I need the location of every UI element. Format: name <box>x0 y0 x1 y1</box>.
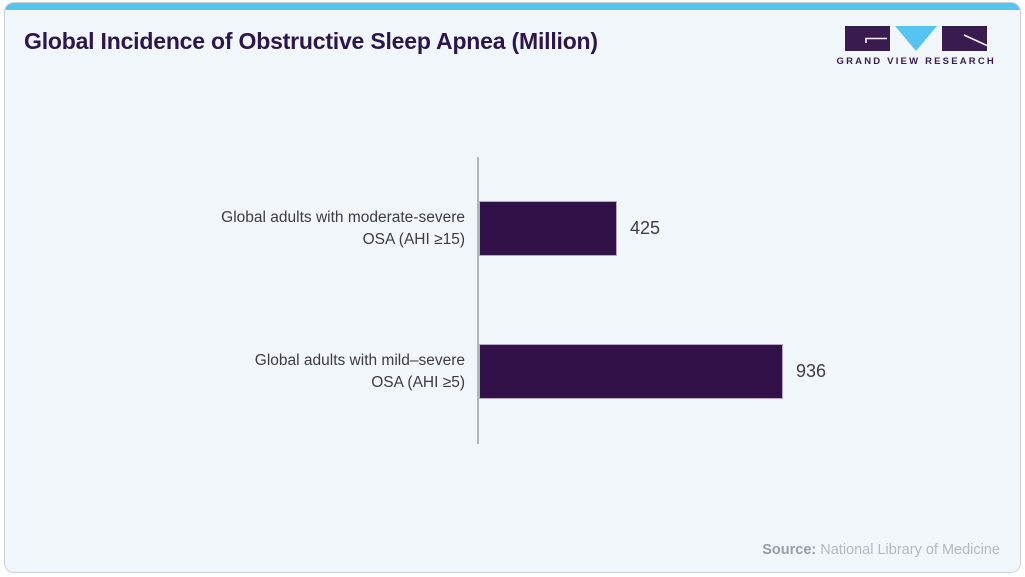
y-axis-line <box>477 157 479 444</box>
bar-row-moderate-severe: Global adults with moderate-severe OSA (… <box>5 201 1020 256</box>
bar-value-moderate-severe: 425 <box>630 218 661 238</box>
category-label-line1: Global adults with moderate-severe <box>221 209 465 227</box>
brand-name: GRAND VIEW RESEARCH <box>836 56 996 67</box>
chart-card: Global Incidence of Obstructive Sleep Ap… <box>4 2 1021 573</box>
category-label-line2: OSA (AHI ≥5) <box>371 373 465 391</box>
category-label-mild-severe: Global adults with mild–severe OSA (AHI … <box>5 350 479 393</box>
bar-mild-severe <box>479 344 783 399</box>
source-label: Source: <box>762 542 817 558</box>
top-accent-bar <box>5 3 1020 10</box>
gvr-logo-icon <box>845 26 988 51</box>
chart-title: Global Incidence of Obstructive Sleep Ap… <box>24 28 598 54</box>
bar-value-mild-severe: 936 <box>796 361 827 381</box>
source-note: Source: National Library of Medicine <box>762 542 1000 558</box>
category-label-moderate-severe: Global adults with moderate-severe OSA (… <box>5 207 479 250</box>
source-text: National Library of Medicine <box>820 542 1000 558</box>
category-label-line2: OSA (AHI ≥15) <box>362 230 465 248</box>
category-label-line1: Global adults with mild–severe <box>254 352 465 370</box>
bar-row-mild-severe: Global adults with mild–severe OSA (AHI … <box>5 344 1020 399</box>
brand-logo: GRAND VIEW RESEARCH <box>836 26 996 67</box>
bar-moderate-severe <box>479 201 617 256</box>
